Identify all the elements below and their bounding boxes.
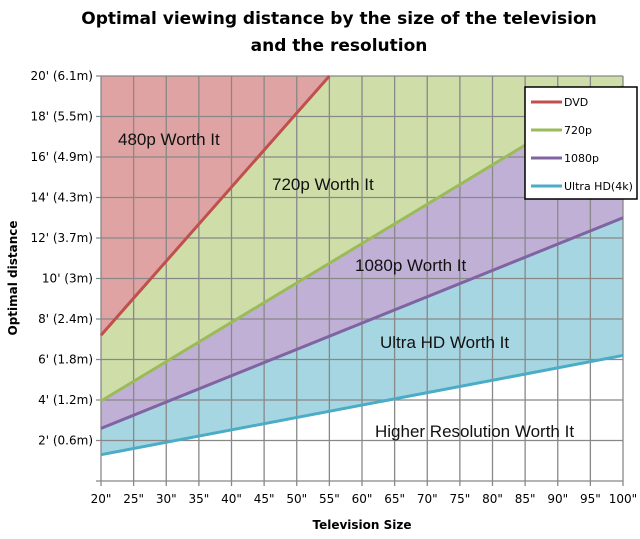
x-tick-label: 40": [221, 492, 242, 506]
x-tick-label: 100": [609, 492, 637, 506]
annotation-higher-resolution: Higher Resolution Worth It: [375, 422, 574, 441]
x-tick-label: 45": [254, 492, 275, 506]
y-tick-label: 14' (4.3m): [30, 191, 93, 205]
chart-title-line-2: and the resolution: [251, 36, 428, 56]
chart-title-line-1: Optimal viewing distance by the size of …: [81, 9, 596, 29]
x-tick-label: 85": [515, 492, 536, 506]
y-tick-label: 20' (6.1m): [30, 69, 93, 83]
x-tick-label: 50": [286, 492, 307, 506]
x-tick-label: 90": [547, 492, 568, 506]
x-axis-label: Television Size: [312, 518, 411, 532]
y-tick-label: 18' (5.5m): [30, 110, 93, 124]
series-line-1080p: [100, 216, 624, 430]
annotation-720p: 720p Worth It: [272, 175, 374, 194]
y-tick-label: 2' (0.6m): [38, 434, 93, 448]
annotation-ultra-hd: Ultra HD Worth It: [380, 333, 509, 352]
y-axis-label: Optimal distance: [6, 220, 20, 335]
x-tick-label: 25": [123, 492, 144, 506]
x-tick-label: 55": [319, 492, 340, 506]
axis-ticks: 20" 25" 30" 35" 40" 45" 50" 55" 60" 65" 70" 75" 80" 8…: [30, 69, 637, 506]
y-tick-label: 10' (3m): [42, 272, 93, 286]
x-tick-label: 60": [352, 492, 373, 506]
x-tick-label: 80": [482, 492, 503, 506]
y-tick-label: 4' (1.2m): [38, 393, 93, 407]
x-tick-label: 95": [580, 492, 601, 506]
y-tick-label: 8' (2.4m): [38, 312, 93, 326]
annotation-1080p: 1080p Worth It: [355, 256, 466, 275]
legend: DVD 720p 1080p Ultra HD(4k): [524, 86, 638, 200]
gridlines: [96, 75, 624, 486]
y-tick-label: 12' (3.7m): [30, 231, 93, 245]
legend-label: 720p: [564, 124, 592, 137]
x-tick-label: 75": [449, 492, 470, 506]
y-tick-label: 6' (1.8m): [38, 353, 93, 367]
series-line-ultra-hd-4k-: [100, 353, 624, 457]
y-tick-label: 16' (4.9m): [30, 150, 93, 164]
x-tick-label: 70": [417, 492, 438, 506]
x-tick-label: 65": [384, 492, 405, 506]
legend-label: 1080p: [564, 152, 599, 165]
x-tick-label: 30": [156, 492, 177, 506]
legend-label: DVD: [564, 96, 588, 109]
legend-box: [524, 86, 638, 200]
x-tick-label: 20": [91, 492, 112, 506]
annotation-480p: 480p Worth It: [118, 130, 220, 149]
x-tick-label: 35": [188, 492, 209, 506]
series-line-dvd: [99, 75, 331, 337]
legend-label: Ultra HD(4k): [564, 180, 633, 193]
